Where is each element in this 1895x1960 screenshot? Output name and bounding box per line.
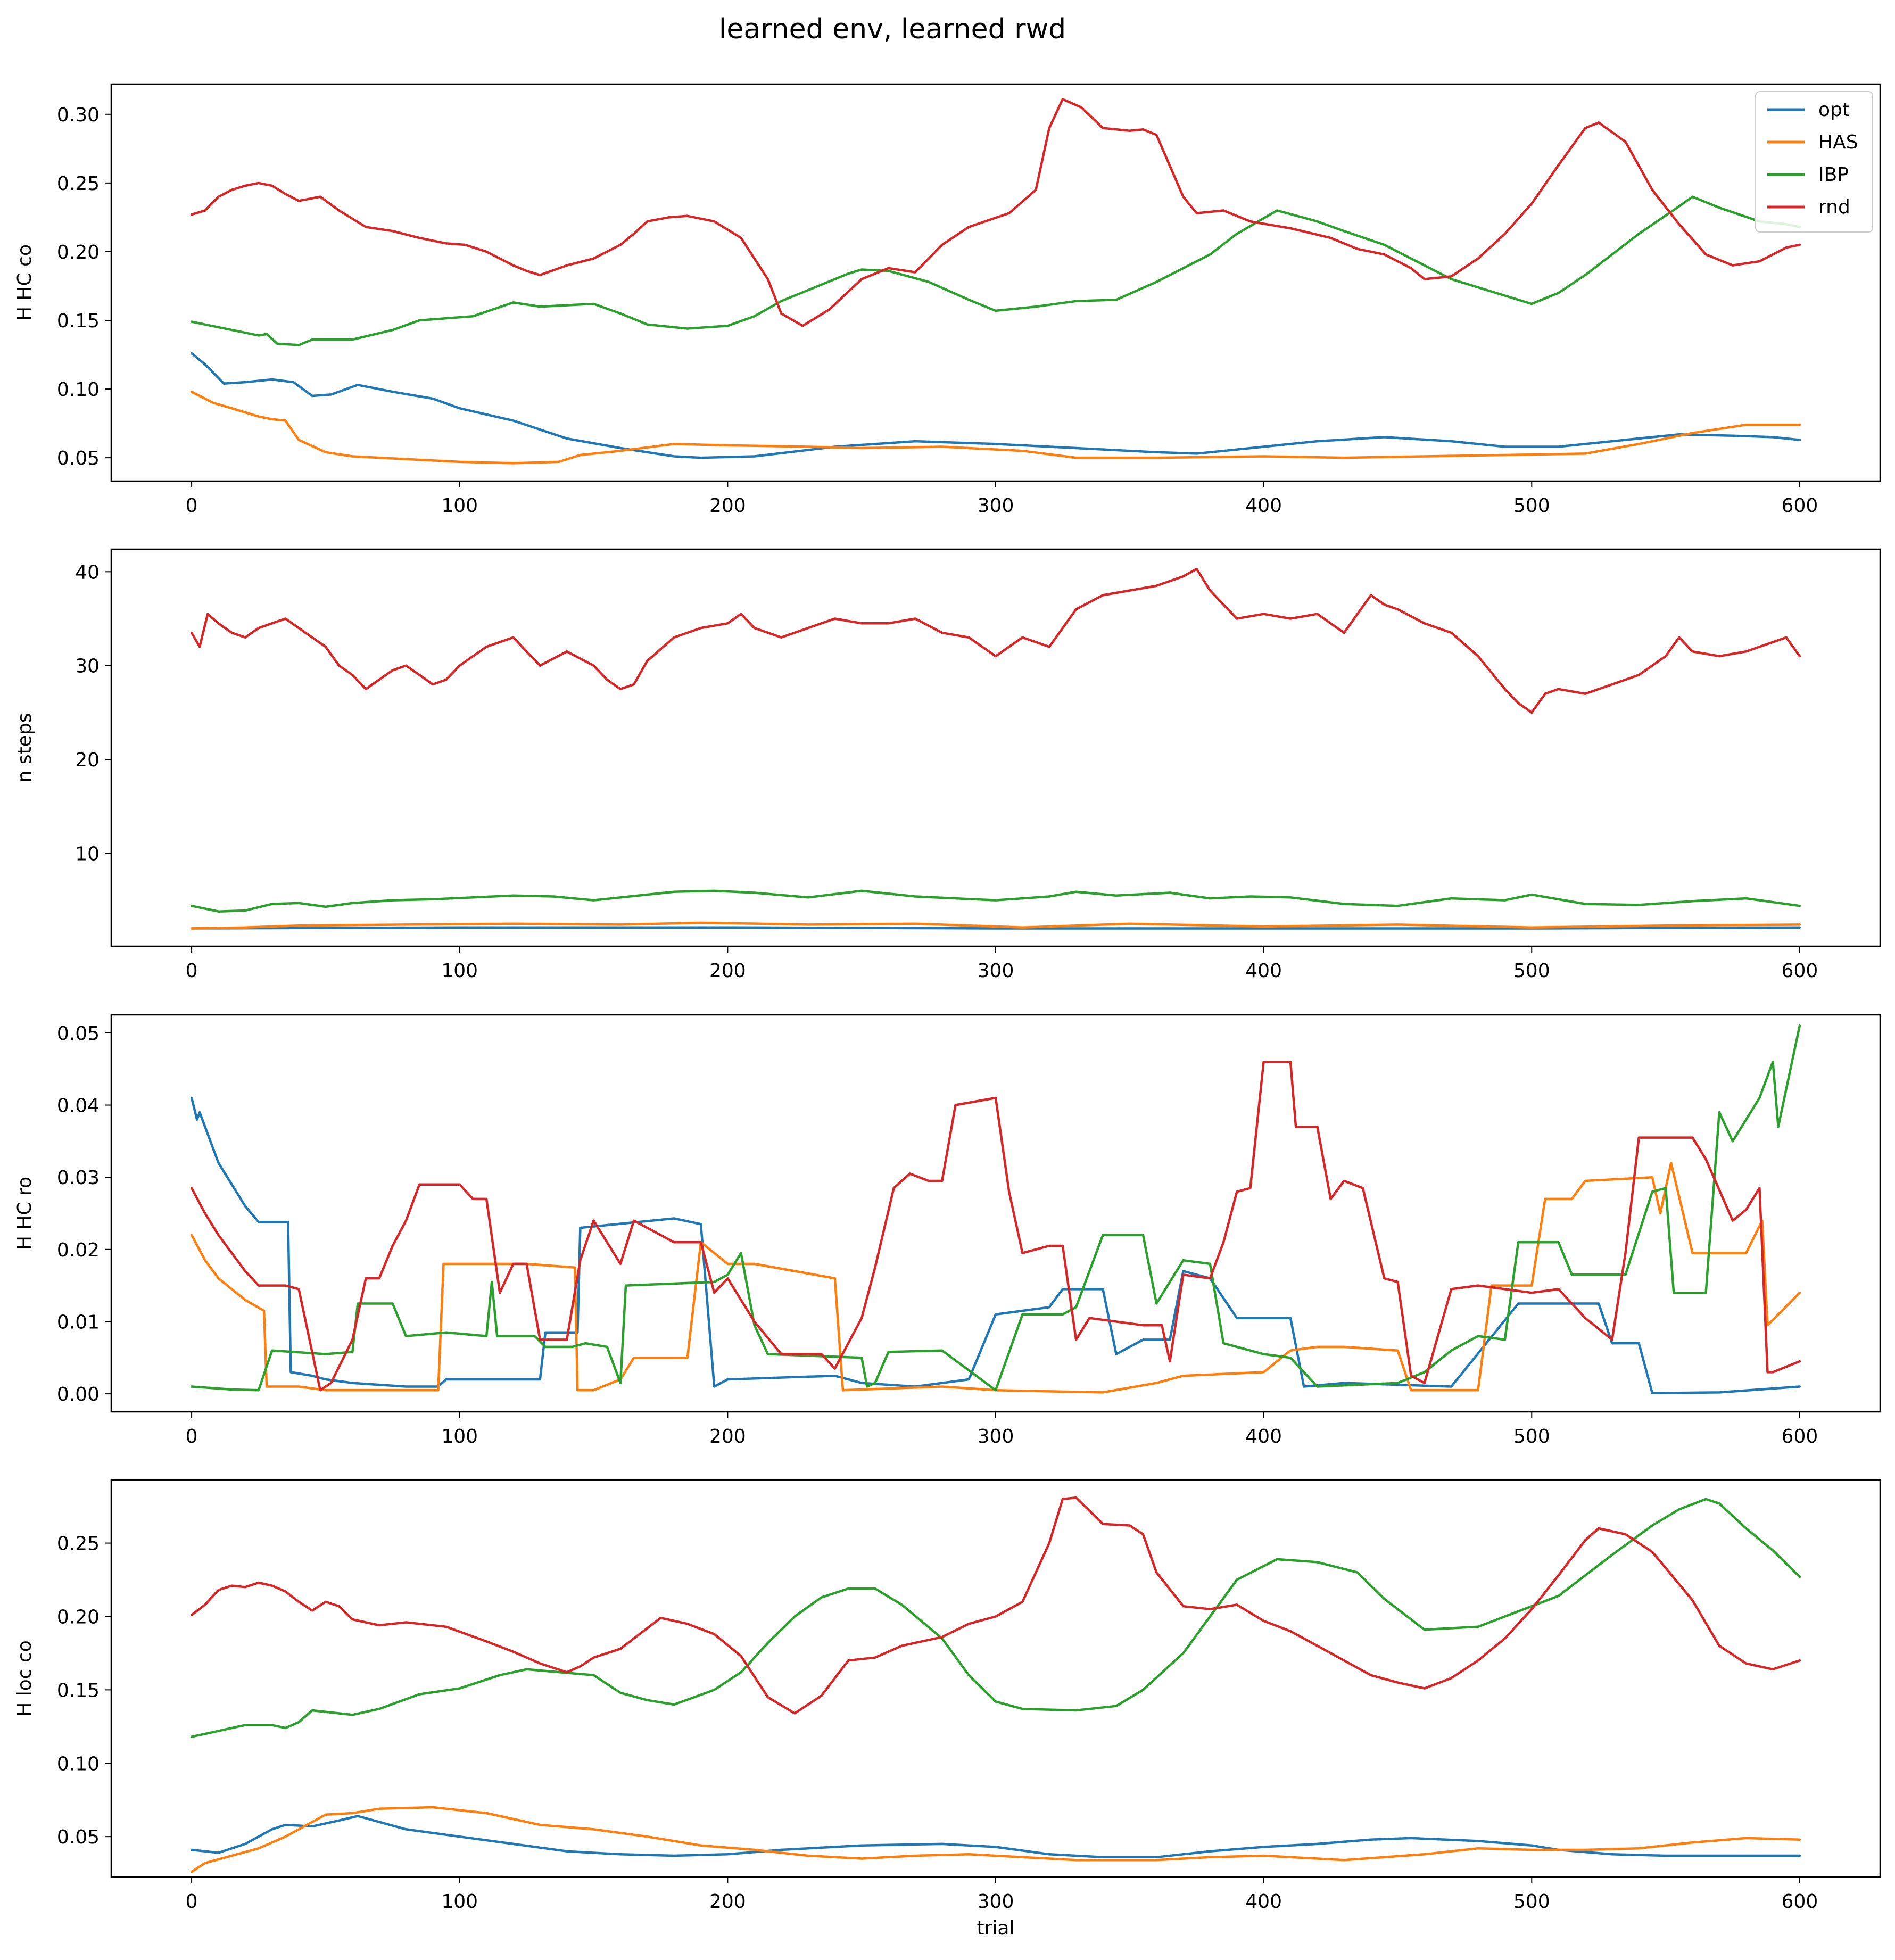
x-tick-label: 100: [441, 495, 478, 517]
y-tick-label: 0.15: [57, 310, 100, 332]
x-tick-label: 0: [186, 1891, 198, 1913]
legend-label-HAS: HAS: [1818, 131, 1858, 153]
y-axis-label: H HC co: [14, 244, 36, 321]
series-line-IBP: [190, 1024, 1801, 1392]
x-tick-label: 200: [709, 495, 746, 517]
legend-label-IBP: IBP: [1818, 164, 1849, 186]
series-line-HAS: [190, 1161, 1801, 1394]
y-tick-label: 10: [75, 843, 100, 865]
y-tick-label: 0.02: [57, 1239, 100, 1261]
y-tick-label: 0.25: [57, 173, 100, 195]
x-tick-label: 500: [1513, 960, 1550, 982]
y-tick-label: 20: [75, 749, 100, 771]
series-line-HAS: [190, 390, 1801, 465]
y-tick-label: 0.04: [57, 1095, 100, 1117]
y-tick-label: 0.01: [57, 1311, 100, 1333]
x-tick-label: 300: [978, 1426, 1014, 1448]
x-tick-label: 100: [441, 1891, 478, 1913]
y-axis-label: H HC ro: [14, 1177, 36, 1250]
x-tick-label: 600: [1782, 1891, 1818, 1913]
series-line-rnd: [190, 98, 1801, 327]
series-line-opt: [190, 1815, 1801, 1859]
x-tick-label: 300: [978, 1891, 1014, 1913]
y-tick-label: 0.05: [57, 448, 100, 469]
x-tick-label: 0: [186, 495, 198, 517]
x-tick-label: 400: [1245, 495, 1282, 517]
y-tick-label: 0.10: [57, 379, 100, 401]
series-line-rnd: [190, 567, 1801, 714]
series-line-IBP: [190, 1498, 1801, 1738]
x-tick-label: 100: [441, 1426, 478, 1448]
series-line-rnd: [190, 1060, 1801, 1392]
x-tick-label: 600: [1782, 495, 1818, 517]
figure-title: learned env, learned rwd: [719, 13, 1066, 45]
x-tick-label: 500: [1513, 1891, 1550, 1913]
legend: opt HAS IBP rnd: [1755, 91, 1873, 233]
subplots: 0 100 200 300 400 500 6000.050.100.150.200.250…: [14, 83, 1881, 1939]
x-tick-label: 300: [978, 960, 1014, 982]
y-tick-label: 0.05: [57, 1023, 100, 1045]
y-tick-label: 30: [75, 656, 100, 677]
legend-label-rnd: rnd: [1818, 196, 1850, 218]
series-line-HAS: [190, 1806, 1801, 1873]
y-tick-label: 0.20: [57, 242, 100, 263]
x-tick-label: 200: [709, 1891, 746, 1913]
x-tick-label: 300: [978, 495, 1014, 517]
series-line-HAS: [190, 921, 1801, 930]
x-tick-label: 600: [1782, 960, 1818, 982]
series-line-IBP: [190, 889, 1801, 913]
y-tick-label: 0.05: [57, 1826, 100, 1848]
x-tick-label: 400: [1245, 960, 1282, 982]
subplot-3: 0 100 200 300 400 500 600 0.00 0.01 0.02 0.03 0.04 0…: [14, 1014, 1881, 1448]
x-tick-label: 200: [709, 1426, 746, 1448]
x-tick-label: 200: [709, 960, 746, 982]
y-tick-label: 0.10: [57, 1753, 100, 1775]
x-tick-label: 0: [186, 1426, 198, 1448]
y-axis-label: H loc co: [14, 1640, 36, 1717]
y-tick-label: 0.20: [57, 1606, 100, 1628]
x-tick-label: 400: [1245, 1891, 1282, 1913]
y-axis-label: n steps: [14, 713, 36, 783]
y-tick-label: 0.30: [57, 104, 100, 126]
series-line-IBP: [190, 195, 1801, 346]
y-tick-label: 0.00: [57, 1384, 100, 1405]
subplot-2: 0 100 200 300 400 500 600 10 20 30 40 n steps: [14, 548, 1881, 982]
x-axis-label: trial: [977, 1917, 1015, 1939]
legend-box: [1755, 91, 1873, 233]
y-tick-label: 0.25: [57, 1533, 100, 1555]
x-tick-label: 500: [1513, 1426, 1550, 1448]
x-tick-label: 100: [441, 960, 478, 982]
series-line-rnd: [190, 1496, 1801, 1715]
series-line-opt: [190, 352, 1801, 459]
y-tick-label: 40: [75, 561, 100, 583]
subplot-1: 0 100 200 300 400 500 600 0.05 0.10 0.15 0.20 0.25 0…: [14, 83, 1881, 517]
x-tick-label: 600: [1782, 1426, 1818, 1448]
x-tick-label: 400: [1245, 1426, 1282, 1448]
x-tick-label: 500: [1513, 495, 1550, 517]
x-tick-label: 0: [186, 960, 198, 982]
subplot-4: 0 100 200 300 400 500 600 0.05 0.10 0.15 0.20 0.25 H…: [14, 1479, 1881, 1939]
legend-label-opt: opt: [1818, 99, 1850, 121]
y-tick-label: 0.15: [57, 1680, 100, 1701]
y-tick-label: 0.03: [57, 1167, 100, 1189]
